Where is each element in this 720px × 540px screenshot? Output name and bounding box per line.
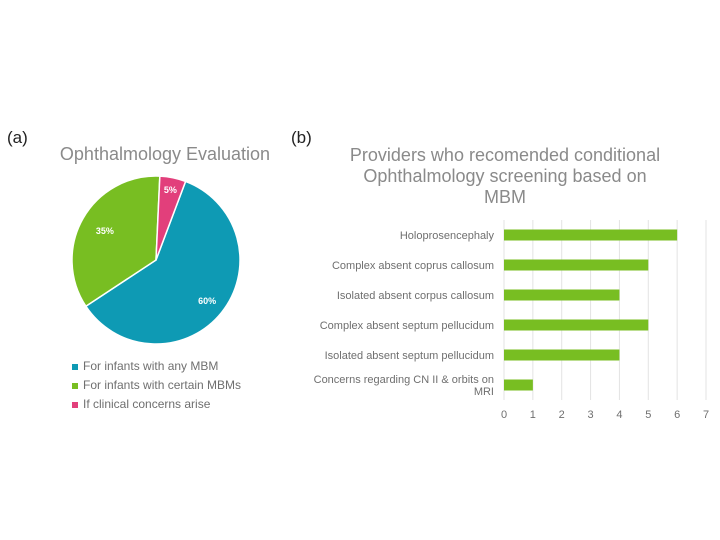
x-tick-label: 3 [588, 409, 594, 421]
legend-swatch [72, 363, 78, 370]
x-tick-label: 7 [703, 409, 709, 421]
legend-swatch [72, 401, 78, 408]
bar-chart-title: Providers who recomended conditional Opht… [300, 145, 710, 208]
pie-data-label: 60% [198, 296, 216, 306]
legend-swatch [72, 382, 78, 389]
pie-chart: 60% 35% 5% [71, 175, 241, 345]
bar-complex-absent-septum-pellucidum [504, 319, 649, 331]
legend-item: If clinical concerns arise [72, 395, 241, 414]
category-label: Isolated absent septum pellucidum [325, 350, 494, 362]
category-label: Complex absent septum pellucidum [320, 320, 494, 332]
bar-isolated-absent-corpus-callosum [504, 289, 620, 301]
pie-slice-for-infants-with-any-mbm [84, 180, 241, 345]
pie-slice-for-infants-with-certain-mbms [71, 175, 161, 308]
pie-legend: For infants with any MBM For infants with… [72, 357, 241, 414]
bar-chart: Holoprosencephaly Complex absent coprus c… [314, 220, 709, 421]
category-label: Holoprosencephaly [400, 230, 495, 242]
pie-data-label: 5% [164, 185, 177, 195]
legend-label: If clinical concerns arise [83, 397, 211, 411]
x-tick-label: 1 [530, 409, 536, 421]
category-label: Isolated absent corpus callosum [337, 290, 494, 302]
bar-concerns-regarding-cn-ii-orbits-on-mri [504, 379, 533, 391]
x-tick-label: 0 [501, 409, 507, 421]
bar-chart-title-line: Ophthalmology screening based on [363, 166, 647, 186]
legend-label: For infants with certain MBMs [83, 378, 242, 392]
legend-item: For infants with any MBM [72, 357, 241, 376]
panel-b-label: (b) [291, 128, 312, 147]
x-tick-label: 6 [674, 409, 680, 421]
category-label: Complex absent coprus callosum [332, 260, 494, 272]
bar-chart-title-line: Providers who recomended conditional [349, 145, 661, 165]
x-tick-label: 2 [559, 409, 565, 421]
panel-a-label: (a) [7, 128, 28, 147]
x-tick-label: 4 [616, 409, 622, 421]
pie-data-label: 35% [96, 226, 114, 236]
category-label: Concerns regarding CN II & orbits on MRI [314, 374, 494, 398]
pie-chart-title: Ophthalmology Evaluation [59, 144, 271, 164]
x-tick-label: 5 [645, 409, 651, 421]
pie-slice-if-clinical-concerns-arise [155, 175, 187, 261]
bar-chart-title-line: MBM [484, 187, 526, 207]
legend-item: For infants with certain MBMs [72, 376, 241, 395]
bar-holoprosencephaly [504, 229, 678, 241]
bar-complex-absent-coprus-callosum [504, 259, 649, 271]
bar-isolated-absent-septum-pellucidum [504, 349, 620, 361]
legend-label: For infants with any MBM [83, 359, 219, 373]
